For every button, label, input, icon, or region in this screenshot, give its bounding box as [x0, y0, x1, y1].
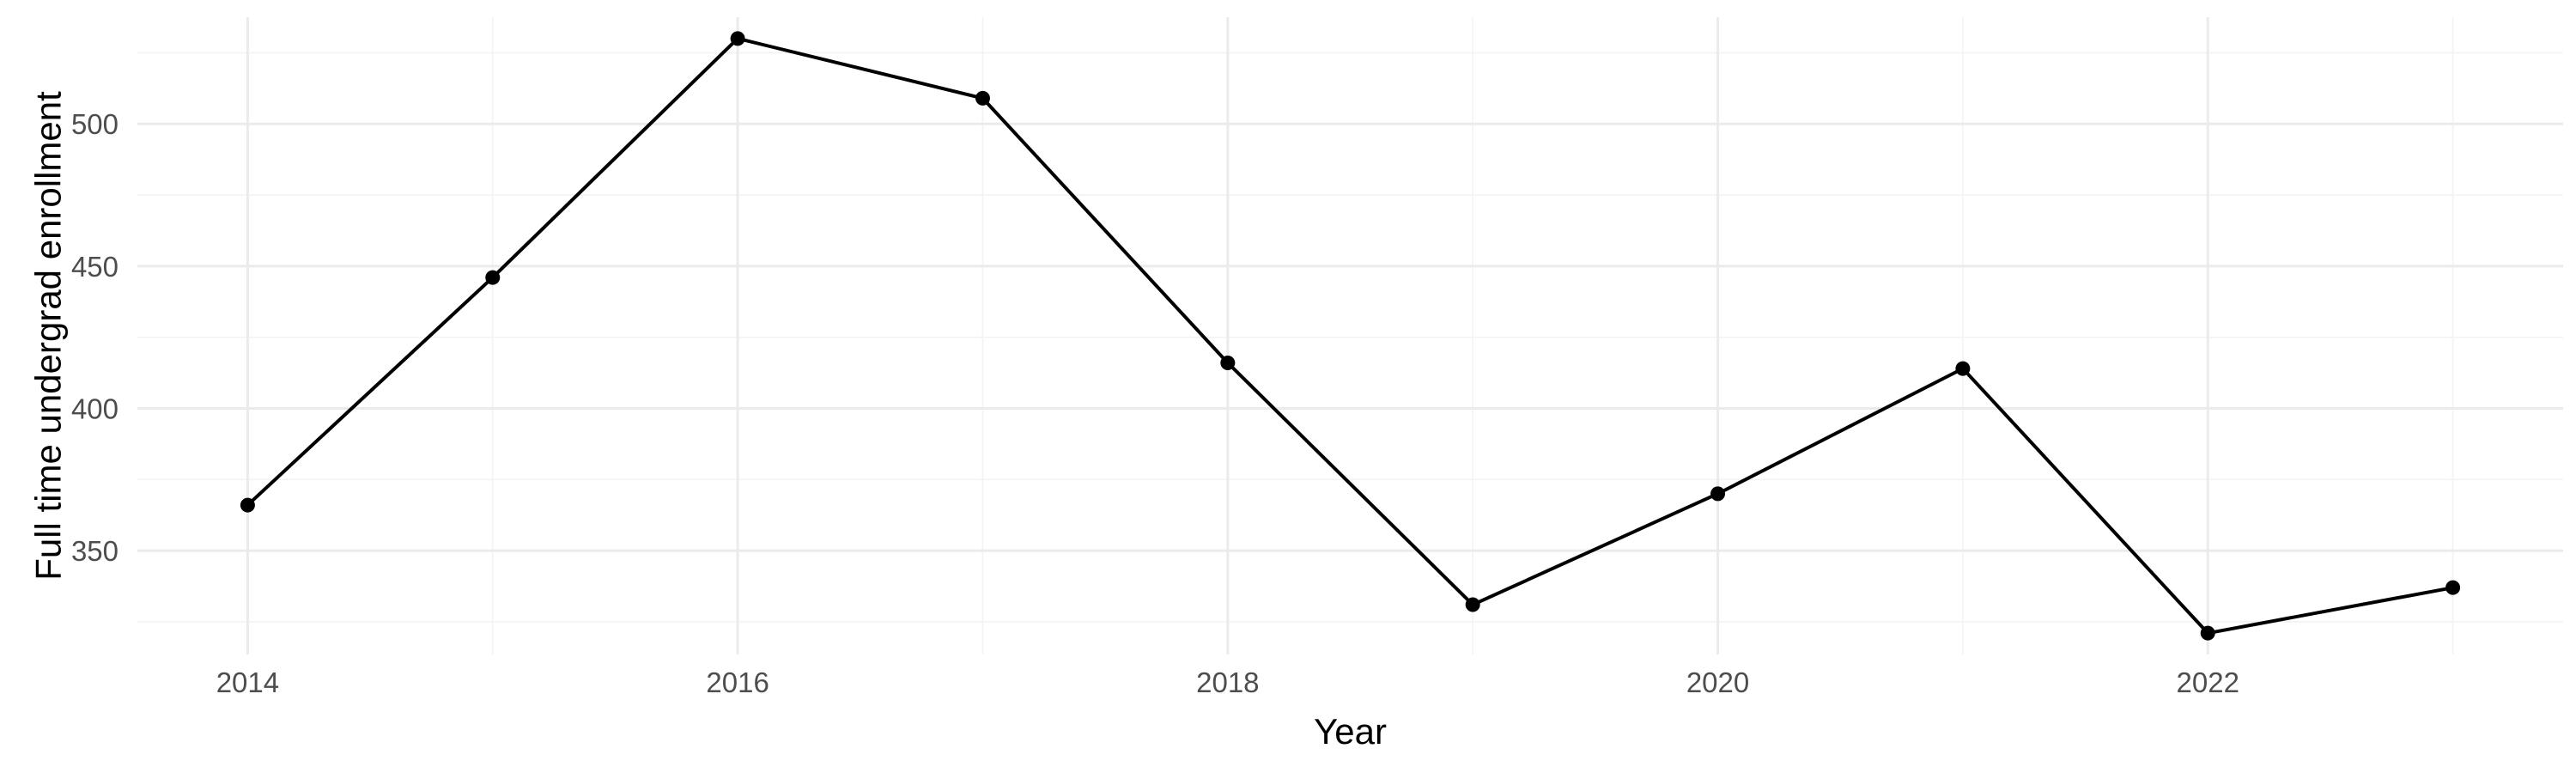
- y-axis-title: Full time undergrad enrollment: [28, 91, 69, 581]
- x-axis-title: Year: [1314, 711, 1387, 752]
- x-axis-tick-labels: 2014 2016 2018 2020 2022: [216, 666, 2239, 698]
- data-point: [1465, 597, 1480, 612]
- y-tick-label: 350: [71, 535, 118, 567]
- data-point: [1220, 355, 1236, 370]
- x-tick-label: 2020: [1686, 666, 1749, 698]
- major-gridlines: [137, 17, 2563, 654]
- data-point: [240, 497, 255, 513]
- x-tick-label: 2018: [1196, 666, 1259, 698]
- data-point: [1710, 486, 1726, 502]
- y-tick-label: 500: [71, 108, 118, 140]
- x-tick-label: 2022: [2177, 666, 2239, 698]
- x-tick-label: 2016: [706, 666, 769, 698]
- x-tick-label: 2014: [216, 666, 279, 698]
- y-tick-label: 400: [71, 393, 118, 424]
- data-point: [1955, 361, 1971, 376]
- minor-gridlines: [137, 17, 2563, 654]
- data-point: [975, 90, 990, 106]
- series-line: [246, 36, 2453, 636]
- data-point: [2200, 625, 2215, 641]
- y-axis-tick-labels: 350 400 450 500: [71, 108, 118, 567]
- data-point: [2445, 580, 2461, 595]
- data-point: [730, 31, 745, 46]
- y-tick-label: 450: [71, 251, 118, 283]
- series-layer: [240, 31, 2461, 641]
- data-point: [485, 270, 501, 285]
